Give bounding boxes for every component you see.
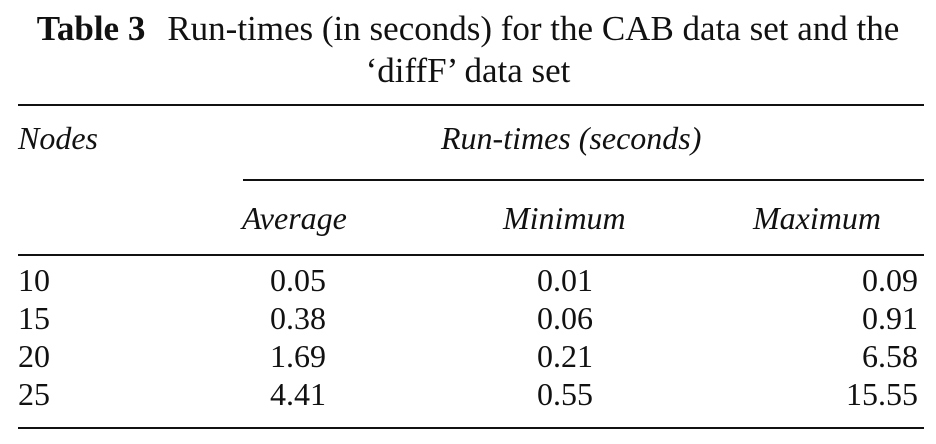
caption-line-1: Table 3 Run-times (in seconds) for the CA… (0, 8, 936, 50)
maximum-cell: 15.55 (846, 376, 918, 412)
table-row: 25 4.41 0.55 15.55 (0, 376, 936, 414)
minimum-column-header: Minimum (503, 200, 626, 236)
minimum-cell: 0.21 (537, 338, 593, 374)
maximum-cell: 0.09 (862, 262, 918, 298)
nodes-cell: 25 (18, 376, 50, 412)
minimum-cell: 0.55 (537, 376, 593, 412)
table-row: 15 0.38 0.06 0.91 (0, 300, 936, 338)
caption-title-part-1: Run-times (in seconds) for the CAB data … (167, 9, 900, 48)
maximum-column-header: Maximum (753, 200, 881, 236)
average-cell: 0.05 (270, 262, 326, 298)
header-rule (18, 254, 924, 256)
minimum-cell: 0.06 (537, 300, 593, 336)
run-times-spanner-header: Run-times (seconds) (441, 120, 702, 156)
average-cell: 1.69 (270, 338, 326, 374)
bottom-rule (18, 427, 924, 429)
nodes-cell: 15 (18, 300, 50, 336)
minimum-cell: 0.01 (537, 262, 593, 298)
average-cell: 0.38 (270, 300, 326, 336)
table-row: 20 1.69 0.21 6.58 (0, 338, 936, 376)
nodes-cell: 20 (18, 338, 50, 374)
average-column-header: Average (242, 200, 347, 236)
nodes-cell: 10 (18, 262, 50, 298)
table-label: Table 3 (36, 9, 146, 48)
spanner-rule (243, 179, 924, 181)
nodes-column-header: Nodes (18, 120, 98, 156)
maximum-cell: 6.58 (862, 338, 918, 374)
maximum-cell: 0.91 (862, 300, 918, 336)
table-row: 10 0.05 0.01 0.09 (0, 262, 936, 300)
top-rule (18, 104, 924, 106)
caption-line-2: ‘diffF’ data set (365, 51, 571, 90)
table-caption: Table 3 Run-times (in seconds) for the CA… (0, 8, 936, 92)
average-cell: 4.41 (270, 376, 326, 412)
